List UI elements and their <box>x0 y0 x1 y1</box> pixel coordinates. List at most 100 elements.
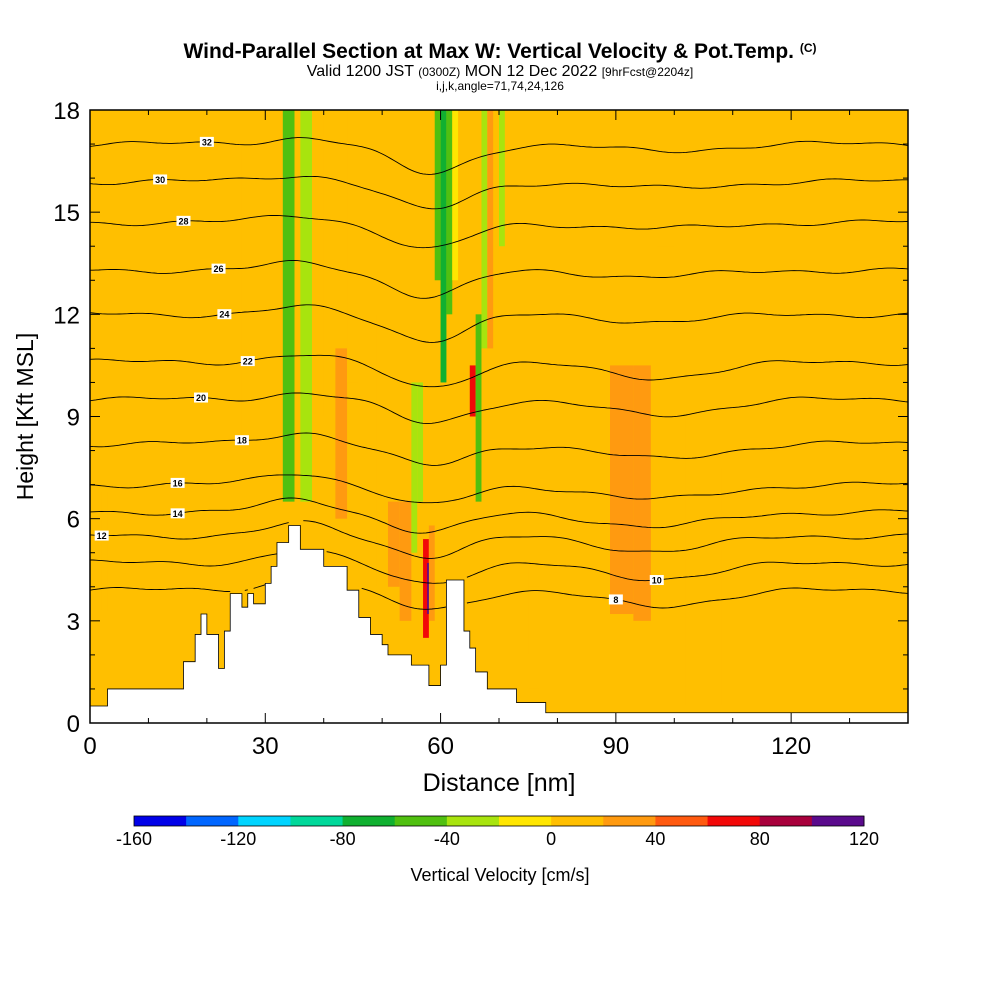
theta-contour-30 <box>90 175 908 210</box>
theta-contour-8 <box>90 584 908 610</box>
velocity-cell-19 <box>434 110 441 281</box>
colorbar-segment <box>707 816 761 826</box>
contour-label-bg <box>170 477 185 488</box>
colorbar-segment <box>342 816 396 826</box>
contour-label-32: 32 <box>199 136 214 147</box>
contour-label-text: 26 <box>214 264 224 274</box>
contour-label-12: 12 <box>94 530 109 541</box>
contour-label-bg <box>649 575 664 586</box>
velocity-cell-34 <box>709 467 722 706</box>
velocity-cell-16 <box>427 562 431 615</box>
forecast-label: [9hrFcst@2204z] <box>601 65 694 79</box>
theta-contour-18 <box>90 432 908 466</box>
valid-time-label: Valid 1200 JST <box>306 63 414 80</box>
colorbar-tick-label: -160 <box>116 829 152 849</box>
velocity-cell-36 <box>767 450 780 706</box>
velocity-cell-35 <box>732 518 751 706</box>
contour-label-text: 16 <box>173 478 183 488</box>
x-tick-label: 30 <box>252 733 279 760</box>
colorbar-segment <box>394 816 448 826</box>
y-axis: 0 3 6 9 12 15 18 <box>53 98 908 738</box>
colorbar-tick-label: 80 <box>750 829 770 849</box>
colorbar-segment <box>446 816 500 826</box>
colorbar-segment <box>499 816 552 826</box>
velocity-cell-33 <box>685 416 698 706</box>
colorbar-segment <box>655 816 709 826</box>
contour-label-text: 20 <box>196 393 206 403</box>
y-tick-label: 18 <box>53 98 80 125</box>
velocity-cell-10 <box>376 314 388 587</box>
x-axis: 0 30 60 90 120 <box>83 110 909 760</box>
velocity-cell-12 <box>399 501 412 621</box>
colorbar: -160 -120 -80 -40 0 40 80 120 Vertical Velocity … <box>116 815 879 885</box>
contour-label-bg <box>217 309 232 320</box>
contour-label-text: 28 <box>178 216 188 226</box>
contour-label-bg <box>194 392 209 403</box>
colorbar-segment <box>759 816 813 826</box>
chart-title: Wind-Parallel Section at Max W: Vertical… <box>0 36 1000 64</box>
velocity-cell-21 <box>452 110 459 281</box>
velocity-cell-6 <box>300 110 313 502</box>
theta-contour-22 <box>90 354 908 388</box>
y-tick-label: 12 <box>53 302 80 329</box>
velocity-cell-32 <box>656 110 675 247</box>
y-tick-label: 15 <box>53 200 80 227</box>
contour-label-bg <box>234 435 249 446</box>
contour-label-bg <box>608 594 623 605</box>
valid-time-line: Valid 1200 JST (0300Z) MON 12 Dec 2022 [… <box>0 64 1000 80</box>
contour-label-18: 18 <box>234 435 249 446</box>
theta-contour-26 <box>90 260 908 299</box>
theta-contour-10 <box>90 551 908 584</box>
velocity-cell-26 <box>499 110 505 247</box>
velocity-cell-15 <box>423 539 429 638</box>
contour-label-bg <box>170 508 185 519</box>
contour-label-bg <box>176 215 191 226</box>
velocity-cell-37 <box>802 518 821 706</box>
plot-area: 8 10 12 14 16 18 20 22 24 26 28 30 32 <box>90 110 908 723</box>
chart-title-text: Wind-Parallel Section at Max W: Vertical… <box>183 40 794 63</box>
contour-label-text: 18 <box>237 436 247 446</box>
contour-label-28: 28 <box>176 215 191 226</box>
velocity-cell-17 <box>428 525 435 621</box>
contour-label-20: 20 <box>194 392 209 403</box>
y-tick-label: 0 <box>67 711 80 738</box>
velocity-cell-30 <box>633 365 651 621</box>
velocity-cell-18 <box>440 110 447 383</box>
contour-label-bg <box>94 530 109 541</box>
chart-title-block: Wind-Parallel Section at Max W: Vertical… <box>0 36 1000 92</box>
x-tick-label: 0 <box>83 733 96 760</box>
colorbar-segment <box>134 816 187 826</box>
velocity-cell-11 <box>387 501 400 587</box>
copyright-mark: (C) <box>799 41 817 55</box>
velocity-cell-0 <box>101 491 108 611</box>
contour-label-bg <box>199 136 214 147</box>
contour-label-24: 24 <box>217 309 232 320</box>
contour-label-bg <box>211 263 226 274</box>
theta-contour-20 <box>90 392 908 424</box>
colorbar-frame <box>133 815 865 827</box>
contour-label-text: 10 <box>652 576 662 586</box>
colorbar-tick-label: 0 <box>546 829 556 849</box>
contour-label-bg <box>153 174 168 185</box>
velocity-cell-7 <box>312 110 324 417</box>
velocity-cell-24 <box>481 110 488 349</box>
theta-contour-12 <box>90 520 908 559</box>
colorbar-tick-label: 120 <box>849 829 879 849</box>
contour-label-26: 26 <box>211 263 226 274</box>
colorbar-tick-label: -40 <box>434 829 460 849</box>
theta-contour-14 <box>90 497 908 534</box>
y-tick-label: 3 <box>67 609 80 636</box>
contour-label-10: 10 <box>649 575 664 586</box>
velocity-cell-3 <box>230 144 242 451</box>
theta-contour-32 <box>90 137 908 175</box>
valid-utc-label: (0300Z) <box>418 65 461 79</box>
colorbar-tick-label: 40 <box>645 829 665 849</box>
colorbar-segment <box>186 816 239 826</box>
velocity-cell-28 <box>528 586 540 689</box>
contour-label-16: 16 <box>170 477 185 488</box>
velocity-cell-8 <box>335 348 348 519</box>
velocity-cell-23 <box>475 314 482 502</box>
x-tick-label: 90 <box>603 733 630 760</box>
velocity-cell-14 <box>417 382 424 502</box>
x-tick-label: 120 <box>771 733 811 760</box>
